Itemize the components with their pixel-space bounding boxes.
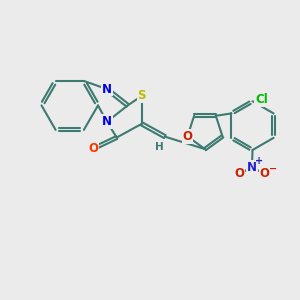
Text: O: O (235, 167, 244, 180)
Text: +: + (255, 156, 263, 166)
Text: O: O (88, 142, 98, 155)
Text: O: O (182, 130, 193, 143)
Text: S: S (137, 89, 146, 102)
Text: N: N (247, 161, 257, 174)
Text: Cl: Cl (255, 93, 268, 106)
Text: N: N (102, 115, 112, 128)
Text: N: N (102, 82, 112, 96)
Text: O: O (260, 167, 269, 180)
Text: −: − (269, 164, 277, 173)
Text: H: H (155, 142, 164, 152)
